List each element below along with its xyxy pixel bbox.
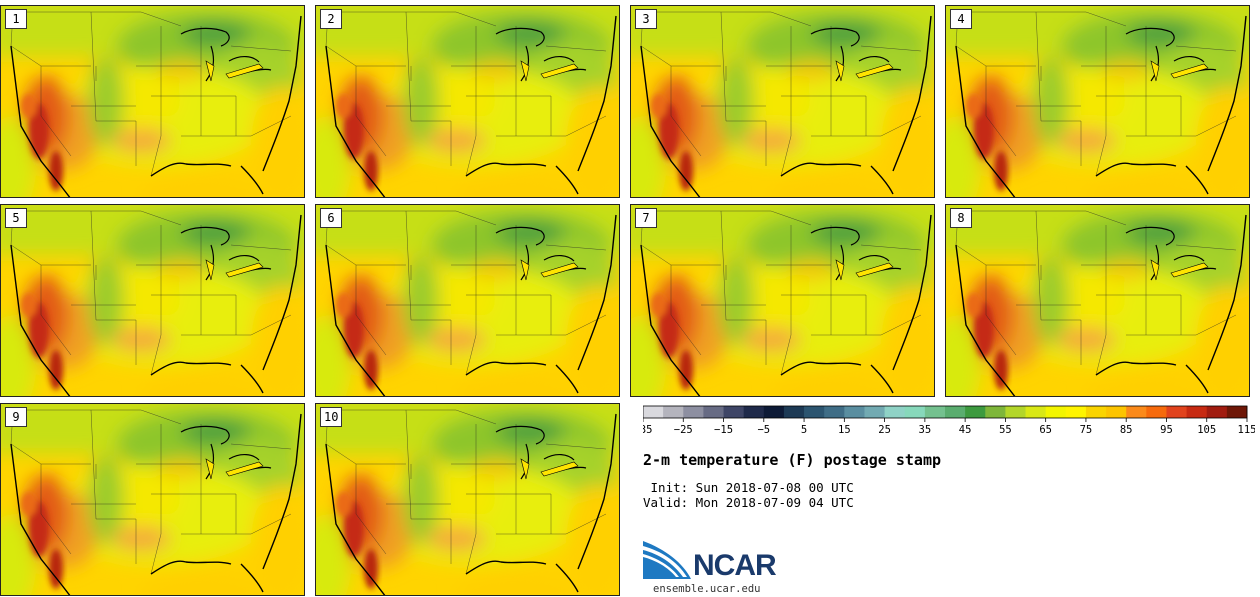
colorbar-tick-label: 5 [801, 424, 807, 436]
colorbar-swatch [743, 406, 765, 418]
temperature-map [1, 6, 304, 197]
member-number-label: 1 [5, 9, 27, 29]
colorbar-swatch [985, 406, 1006, 418]
member-number-label: 8 [950, 208, 972, 228]
colorbar-tick-label: 95 [1160, 424, 1173, 436]
ensemble-member-map-panel: 9 [0, 403, 305, 596]
colorbar-swatch [663, 406, 684, 418]
colorbar-tick-label: 105 [1197, 424, 1216, 436]
colorbar-swatch [804, 406, 825, 418]
colorbar-tick-label: 55 [999, 424, 1012, 436]
ensemble-member-map-panel: 8 [945, 204, 1250, 397]
colorbar-tick-label: 85 [1120, 424, 1133, 436]
valid-time: Valid: Mon 2018-07-09 04 UTC [643, 495, 854, 510]
colorbar-swatch [1106, 406, 1127, 418]
colorbar-tick-label: 75 [1080, 424, 1093, 436]
colorbar-swatch [1065, 406, 1087, 418]
member-number-label: 9 [5, 407, 27, 427]
temperature-colorbar: −35 −25 −15 −5 5 15 25 35 45 55 65 75 85 95 105 115 [643, 405, 1255, 436]
ensemble-member-map-panel: 7 [630, 204, 935, 397]
colorbar-tick-label: 45 [959, 424, 972, 436]
colorbar-swatch [884, 406, 906, 418]
member-number-label: 6 [320, 208, 342, 228]
colorbar-frame [643, 405, 1248, 419]
temperature-map [316, 404, 619, 595]
colorbar-swatch [1226, 406, 1248, 418]
colorbar-swatch [1206, 406, 1228, 418]
ensemble-member-map-panel: 5 [0, 204, 305, 397]
init-time: Init: Sun 2018-07-08 00 UTC [643, 480, 854, 495]
colorbar-tick-label: 25 [878, 424, 891, 436]
colorbar-swatch [1126, 406, 1147, 418]
ensemble-member-map-panel: 4 [945, 5, 1250, 198]
colorbar-swatch [783, 406, 805, 418]
colorbar-tick-label: −5 [757, 424, 770, 436]
temperature-map [946, 205, 1249, 396]
figure-title: 2-m temperature (F) postage stamp [643, 451, 942, 469]
colorbar-swatch [763, 406, 785, 418]
member-number-label: 2 [320, 9, 342, 29]
ensemble-member-map-panel: 6 [315, 204, 620, 397]
colorbar-tick-label: 115 [1238, 424, 1255, 436]
member-number-label: 7 [635, 208, 657, 228]
temperature-map [316, 205, 619, 396]
colorbar-swatch [844, 406, 865, 418]
colorbar-swatch [1186, 406, 1208, 418]
colorbar-tick-label: −15 [714, 424, 733, 436]
colorbar-tick-label: 15 [838, 424, 851, 436]
colorbar-swatch [924, 406, 946, 418]
ncar-logo: NCAR ensemble.ucar.edu [643, 541, 793, 597]
colorbar-swatch [643, 406, 664, 418]
ncar-logo-text: NCAR [693, 549, 777, 582]
temperature-map [316, 6, 619, 197]
member-number-label: 10 [320, 407, 343, 427]
member-number-label: 3 [635, 9, 657, 29]
colorbar-swatch [824, 406, 845, 418]
temperature-map [631, 205, 934, 396]
colorbar-swatch [1085, 406, 1107, 418]
temperature-map [1, 205, 304, 396]
ensemble-member-map-panel: 2 [315, 5, 620, 198]
colorbar-tick-label: 35 [919, 424, 932, 436]
colorbar-swatch [683, 406, 704, 418]
colorbar-swatch [904, 406, 926, 418]
colorbar-swatch [965, 406, 986, 418]
colorbar-swatch [945, 406, 966, 418]
ensemble-member-map-panel: 1 [0, 5, 305, 198]
ensemble-member-map-panel: 10 [315, 403, 620, 596]
colorbar-swatch [1166, 406, 1187, 418]
member-number-label: 5 [5, 208, 27, 228]
ensemble-member-map-panel: 3 [630, 5, 935, 198]
ensemble-url: ensemble.ucar.edu [653, 583, 761, 595]
colorbar-swatch [1146, 406, 1167, 418]
temperature-map [1, 404, 304, 595]
member-number-label: 4 [950, 9, 972, 29]
colorbar-swatch [864, 406, 885, 418]
temperature-map [631, 6, 934, 197]
colorbar-swatch [703, 406, 724, 418]
temperature-map [946, 6, 1249, 197]
colorbar-swatch [1005, 406, 1026, 418]
colorbar-swatch [1045, 406, 1067, 418]
colorbar-swatch [1025, 406, 1047, 418]
ncar-swoosh-icon [643, 541, 691, 579]
colorbar-swatch [723, 406, 745, 418]
colorbar-tick-label: −35 [643, 424, 652, 436]
colorbar-tick-label: −25 [674, 424, 693, 436]
colorbar-tick-label: 65 [1039, 424, 1052, 436]
